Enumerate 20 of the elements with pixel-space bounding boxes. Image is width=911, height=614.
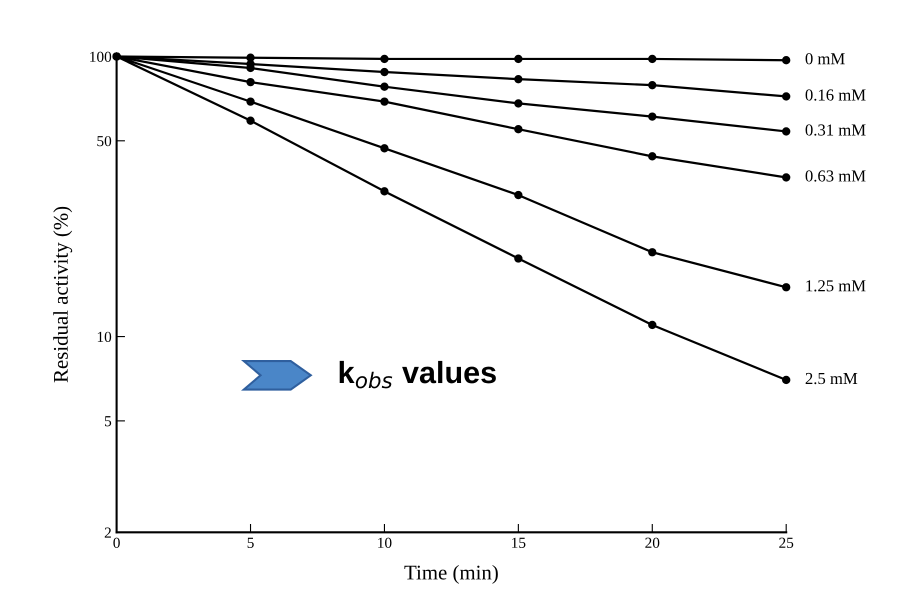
y-tick-label: 50: [97, 136, 112, 146]
series-label: 2.5 mM: [806, 372, 858, 384]
x-tick-label: 5: [248, 538, 254, 548]
y-axis-title: Residual activity (%): [53, 206, 72, 382]
y-tick-label: 5: [104, 416, 112, 426]
y-tick-label: 10: [98, 332, 112, 342]
y-tick-label: 2: [104, 528, 111, 538]
y-tick-label: 100: [90, 52, 112, 62]
x-tick-label: 20: [645, 538, 660, 548]
annotation: k$_{obs}$ values: [340, 360, 496, 388]
series-label: 0.16 mM: [806, 89, 866, 101]
x-tick-label: 0: [113, 538, 120, 548]
series-label: 0 mM: [806, 53, 845, 64]
series-label: 1.25 mM: [806, 280, 866, 292]
x-axis-title: Time (min): [404, 564, 498, 584]
series-label: 0.63 mM: [806, 170, 866, 182]
x-tick-label: 10: [378, 538, 392, 548]
x-tick-label: 25: [779, 538, 794, 548]
x-tick-label: 15: [512, 538, 526, 548]
series-label: 0.31 mM: [806, 124, 866, 136]
